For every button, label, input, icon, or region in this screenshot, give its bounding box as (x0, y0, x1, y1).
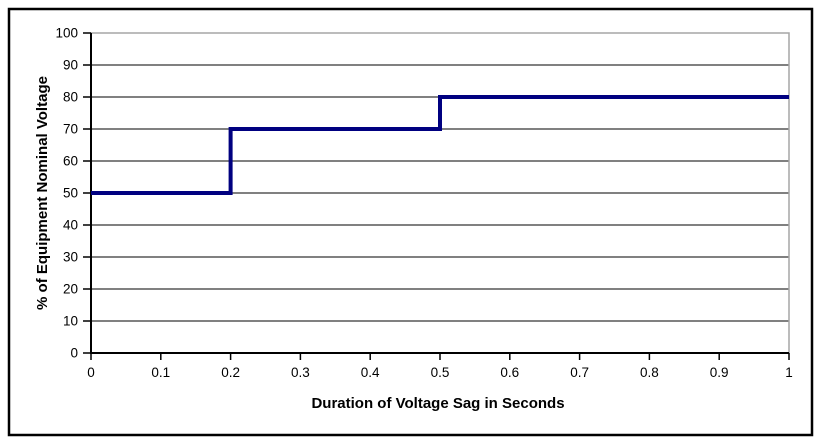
y-tick-label: 40 (63, 218, 78, 233)
y-tick-label: 100 (55, 26, 78, 41)
y-tick-label: 0 (70, 346, 78, 361)
y-tick-label: 60 (63, 154, 78, 169)
x-tick-label: 0.9 (710, 365, 729, 380)
x-tick-label: 0 (87, 365, 95, 380)
y-tick-label: 80 (63, 90, 78, 105)
chart-outer-border (7, 7, 814, 437)
plot-area: 0 10 20 30 40 50 60 70 80 90 100 0 0.1 0.2 0.3 0.4 0.5 0.… (55, 26, 792, 381)
series-line-voltage-sag-tolerance-curve (91, 95, 789, 195)
x-tick-label: 0.3 (291, 365, 310, 380)
y-axis-title: % of Equipment Nominal Voltage (34, 76, 51, 310)
y-tick-label: 70 (63, 122, 78, 137)
y-tick-label: 20 (63, 282, 78, 297)
x-axis-title: Duration of Voltage Sag in Seconds (311, 395, 564, 412)
y-tick-label: 50 (63, 186, 78, 201)
x-tick-label: 0.5 (431, 365, 450, 380)
y-tick-label: 10 (63, 314, 78, 329)
x-tick-label: 0.1 (151, 365, 170, 380)
x-tick-label: 1 (785, 365, 793, 380)
x-tick-label: 0.2 (221, 365, 240, 380)
y-tick-label: 90 (63, 58, 78, 73)
x-tick-label: 0.6 (500, 365, 519, 380)
x-tick-label: 0.4 (361, 365, 380, 380)
y-tick-label: 30 (63, 250, 78, 265)
x-tick-label: 0.7 (570, 365, 589, 380)
x-tick-label: 0.8 (640, 365, 659, 380)
